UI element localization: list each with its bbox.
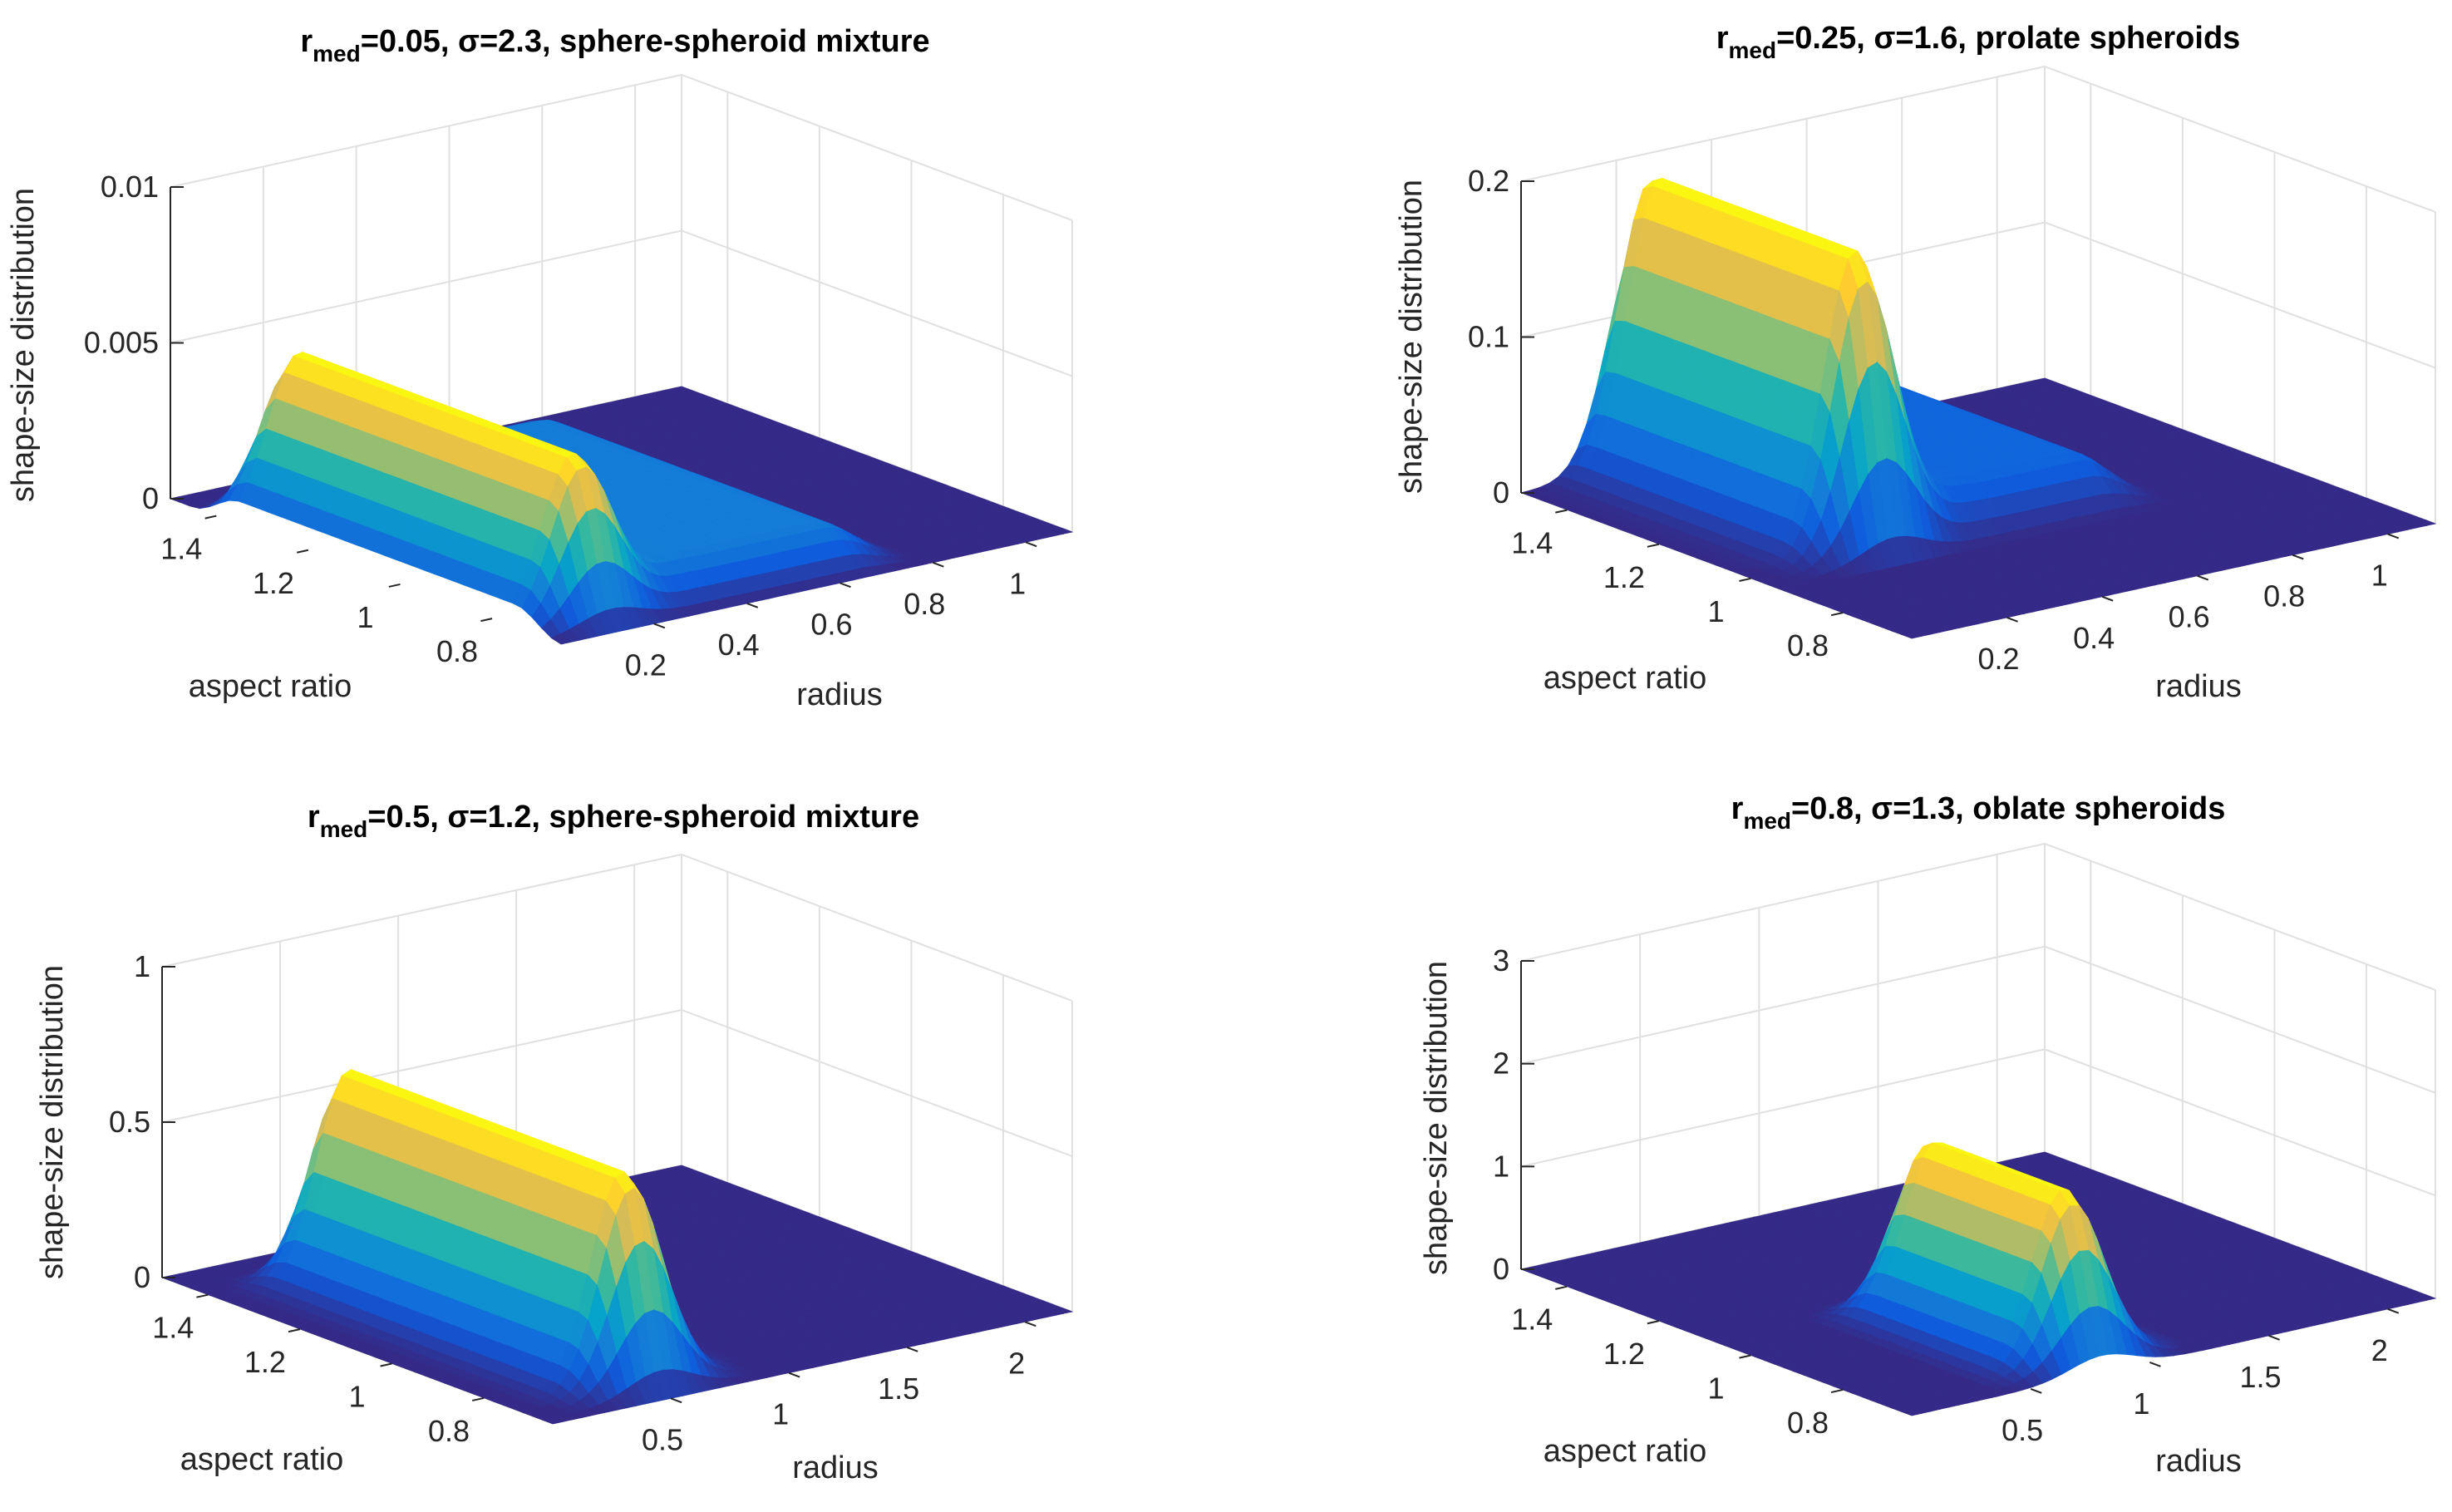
z-gridline	[170, 73, 1073, 221]
z-tick-label: 0.2	[1468, 164, 1509, 198]
x-tick	[932, 561, 944, 568]
panel-1: 0.2 0.4 0.6 0.8 1 0.8 1 1.2 1.40 0.005 0.01 radius a…	[6, 24, 1074, 712]
x-tick-label: 0.2	[625, 648, 667, 682]
z-tick-label: 0	[1493, 475, 1509, 510]
y-tick-label: 1.2	[253, 566, 294, 600]
x-tick	[2197, 574, 2209, 581]
z-gridline	[161, 1008, 1073, 1157]
x-tick	[1025, 541, 1037, 548]
x-tick-label: 0.4	[2073, 621, 2115, 655]
y-tick	[204, 515, 217, 520]
y-axis-label: aspect ratio	[189, 669, 352, 704]
x-tick	[653, 623, 666, 629]
x-tick	[2006, 616, 2018, 623]
y-tick-label: 1	[357, 600, 373, 634]
chart-title: rmed=0.05, σ=2.3, sphere-spheroid mixtur…	[300, 24, 929, 66]
y-tick-label: 0.8	[1787, 628, 1829, 662]
z-tick-label: 0.1	[1468, 320, 1509, 354]
surface	[1519, 177, 2437, 639]
y-tick-label: 1.2	[1603, 560, 1645, 594]
z-tick-label: 0.005	[84, 326, 159, 360]
y-tick-label: 1.4	[1511, 526, 1553, 560]
z-tick-label: 0.01	[101, 170, 159, 204]
x-tick-label: 1	[2371, 559, 2388, 593]
x-tick	[2101, 595, 2114, 602]
x-tick	[746, 602, 759, 608]
x-tick-label: 0.8	[2263, 579, 2305, 613]
x-tick	[2292, 554, 2304, 560]
x-tick-label: 0.8	[903, 587, 945, 621]
y-tick	[388, 583, 401, 588]
z-axis-label: shape-size distribution	[1394, 180, 1429, 494]
surface	[169, 351, 1074, 645]
y-tick	[1739, 577, 1751, 582]
surface	[160, 1068, 1074, 1425]
x-tick-label: 0.4	[718, 628, 760, 662]
x-tick	[839, 582, 851, 589]
chart-title: rmed=0.25, σ=1.6, prolate spheroids	[1716, 21, 2241, 63]
y-tick	[297, 549, 309, 554]
y-tick	[1830, 612, 1844, 617]
x-tick-label: 1	[1009, 566, 1026, 600]
y-tick-label: 1.4	[160, 532, 202, 566]
z-gridline	[161, 853, 1073, 1002]
z-axis-label: shape-size distribution	[6, 188, 41, 502]
y-tick-label: 1	[1707, 594, 1724, 628]
y-tick	[480, 618, 493, 623]
x-axis-label: radius	[796, 677, 883, 712]
y-tick	[1647, 543, 1660, 548]
x-axis-label: radius	[2155, 669, 2242, 704]
panel-2: 0.2 0.4 0.6 0.8 1 0.8 1 1.2 1.40 0.1 0.2 radius aspe…	[1394, 21, 2437, 704]
x-tick	[2387, 533, 2400, 539]
y-tick-label: 0.8	[436, 634, 478, 668]
x-tick-label: 0.6	[810, 607, 852, 641]
z-tick-label: 0	[142, 481, 159, 515]
y-tick	[1555, 509, 1568, 514]
y-axis-label: aspect ratio	[1544, 661, 1706, 696]
x-tick-label: 0.2	[1978, 642, 2020, 676]
x-tick-label: 0.6	[2169, 600, 2210, 634]
